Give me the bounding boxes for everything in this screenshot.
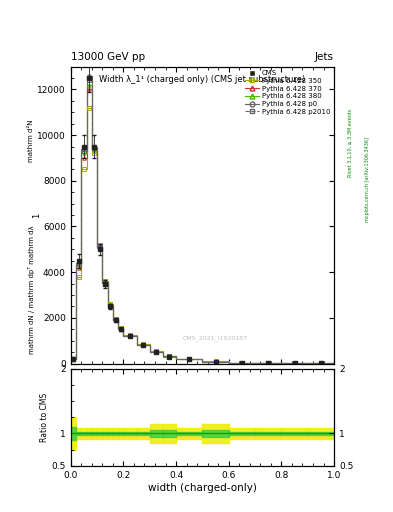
Text: 13000 GeV pp: 13000 GeV pp [71, 52, 145, 62]
Legend: CMS, Pythia 6.428 350, Pythia 6.428 370, Pythia 6.428 380, Pythia 6.428 p0, Pyth: CMS, Pythia 6.428 350, Pythia 6.428 370,… [245, 70, 331, 115]
X-axis label: width (charged-only): width (charged-only) [148, 482, 257, 493]
Text: 1: 1 [32, 212, 41, 218]
Text: mathrm dN / mathrm dpᵀ mathrm dλ: mathrm dN / mathrm dpᵀ mathrm dλ [28, 225, 35, 354]
Text: mcplots.cern.ch [arXiv:1306.3436]: mcplots.cern.ch [arXiv:1306.3436] [365, 137, 370, 222]
Text: CMS_2021_I1920187: CMS_2021_I1920187 [183, 336, 248, 342]
Text: Jets: Jets [315, 52, 334, 62]
Text: Rivet 3.1.10, ≥ 3.3M events: Rivet 3.1.10, ≥ 3.3M events [347, 109, 352, 178]
Text: Width λ_1¹ (charged only) (CMS jet substructure): Width λ_1¹ (charged only) (CMS jet subst… [99, 75, 305, 84]
Text: mathrm d²N: mathrm d²N [28, 119, 34, 162]
Y-axis label: Ratio to CMS: Ratio to CMS [40, 393, 49, 442]
